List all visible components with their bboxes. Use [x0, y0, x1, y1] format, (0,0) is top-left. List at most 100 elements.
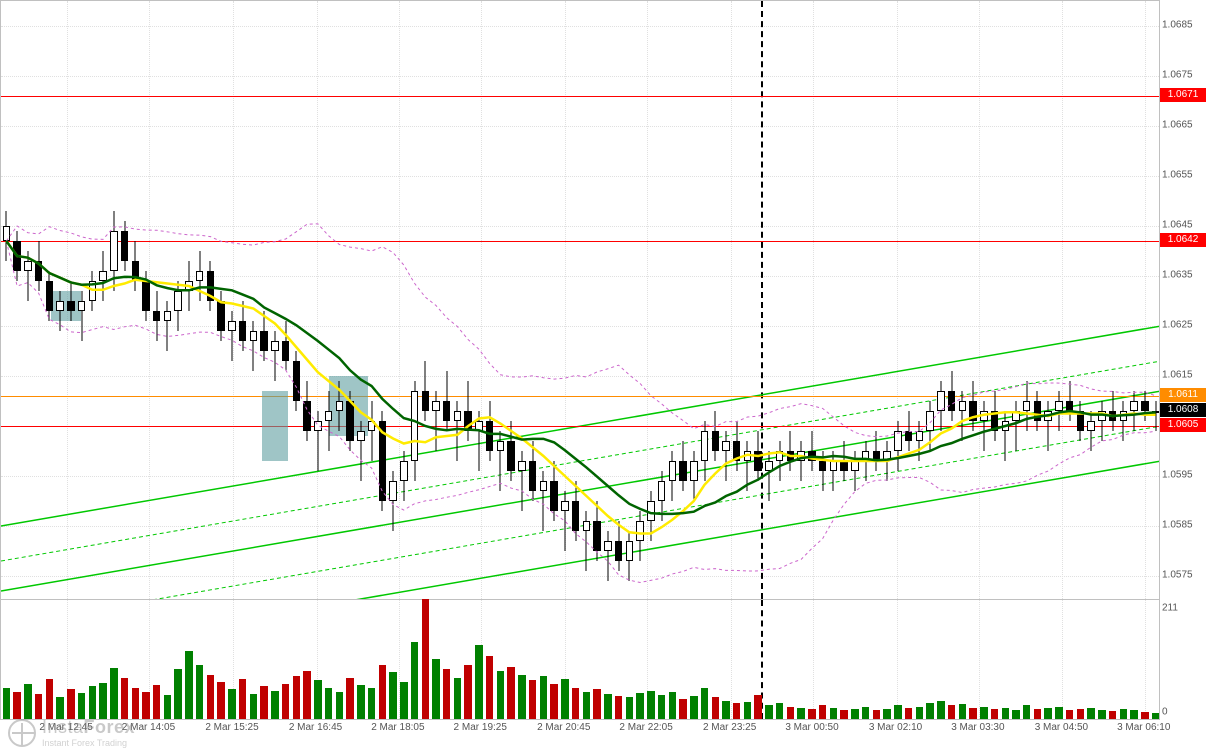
volume-bar	[89, 686, 97, 719]
volume-bar	[615, 696, 623, 719]
marker-zone	[262, 391, 288, 461]
grid-line	[1, 176, 1159, 177]
grid-line	[317, 1, 318, 599]
x-tick-label: 2 Mar 16:45	[289, 722, 342, 733]
volume-bar	[540, 676, 548, 719]
x-tick-label: 3 Mar 00:50	[785, 722, 838, 733]
grid-line	[1, 326, 1159, 327]
volume-bar	[228, 689, 236, 719]
volume-bar	[733, 703, 741, 719]
volume-bar	[776, 703, 784, 719]
volume-bar	[1012, 710, 1020, 719]
price-level-line	[1, 241, 1159, 242]
volume-bar	[959, 704, 967, 719]
volume-bar	[336, 692, 344, 719]
grid-line	[979, 600, 980, 719]
volume-bar	[1130, 710, 1138, 719]
volume-bar	[1141, 712, 1149, 719]
price-level-line	[1, 396, 1159, 397]
volume-bar	[486, 656, 494, 719]
volume-bar	[35, 694, 43, 719]
current-price-label: 1.0608	[1160, 403, 1206, 417]
volume-bar	[1077, 709, 1085, 719]
watermark-tagline: Instant Forex Trading	[42, 738, 135, 748]
volume-bar	[830, 708, 838, 719]
volume-bar	[658, 695, 666, 719]
volume-bar	[604, 694, 612, 719]
grid-line	[1, 576, 1159, 577]
volume-bar	[13, 692, 21, 719]
volume-bar	[937, 701, 945, 719]
volume-bar	[679, 699, 687, 719]
volume-bar	[379, 665, 387, 719]
y-axis-price: 1.05751.05851.05951.06051.06151.06251.06…	[1160, 0, 1208, 600]
chart-container: 2 Mar 12:452 Mar 14:052 Mar 15:252 Mar 1…	[0, 0, 1208, 754]
volume-bar	[636, 693, 644, 719]
volume-bar	[647, 691, 655, 719]
volume-bar	[217, 682, 225, 719]
price-level-line	[1, 96, 1159, 97]
volume-bar	[174, 669, 182, 719]
volume-bar	[744, 702, 752, 719]
y-tick-label: 1.0665	[1162, 120, 1193, 131]
volume-bar	[464, 665, 472, 719]
volume-bar	[819, 705, 827, 719]
volume-bar	[529, 680, 537, 719]
x-tick-label: 2 Mar 22:05	[619, 722, 672, 733]
volume-bar	[164, 695, 172, 719]
volume-bar	[1055, 707, 1063, 720]
grid-line	[731, 600, 732, 719]
volume-bar	[916, 707, 924, 720]
volume-bar	[357, 685, 365, 719]
grid-line	[1062, 600, 1063, 719]
volume-bar	[862, 707, 870, 720]
volume-panel[interactable]	[0, 600, 1160, 720]
x-tick-label: 3 Mar 02:10	[869, 722, 922, 733]
price-panel[interactable]	[0, 0, 1160, 600]
volume-bar	[722, 701, 730, 719]
volume-bar	[271, 691, 279, 719]
volume-bar	[314, 680, 322, 719]
volume-bar	[1034, 709, 1042, 719]
volume-bar	[497, 671, 505, 719]
volume-bar	[840, 710, 848, 719]
volume-bar	[260, 686, 268, 719]
grid-line	[1, 76, 1159, 77]
volume-bar	[1098, 710, 1106, 719]
volume-bar	[422, 599, 430, 719]
volume-bar	[980, 707, 988, 720]
volume-bar	[282, 684, 290, 719]
grid-line	[1, 376, 1159, 377]
y-tick-label: 1.0575	[1162, 570, 1193, 581]
x-tick-label: 2 Mar 18:05	[371, 722, 424, 733]
y-tick-label: 1.0615	[1162, 370, 1193, 381]
volume-bar	[368, 688, 376, 719]
x-tick-label: 2 Mar 20:45	[537, 722, 590, 733]
grid-line	[1, 126, 1159, 127]
volume-bar	[754, 695, 762, 719]
volume-bar	[346, 678, 354, 719]
volume-bar	[303, 671, 311, 719]
volume-bar	[894, 705, 902, 719]
grid-line	[813, 1, 814, 599]
grid-line	[1, 26, 1159, 27]
y-tick-label: 1.0655	[1162, 170, 1193, 181]
x-axis: 2 Mar 12:452 Mar 14:052 Mar 15:252 Mar 1…	[0, 720, 1160, 754]
price-level-label: 1.0611	[1160, 388, 1206, 402]
grid-line	[1, 526, 1159, 527]
watermark-brand: InstaForex	[42, 717, 135, 738]
x-tick-label: 2 Mar 19:25	[454, 722, 507, 733]
volume-bar	[411, 642, 419, 719]
volume-bar	[400, 682, 408, 719]
y-tick-label: 1.0585	[1162, 520, 1193, 531]
grid-line	[481, 1, 482, 599]
volume-bar	[669, 692, 677, 719]
volume-bar	[518, 675, 526, 719]
volume-bar	[3, 688, 11, 719]
volume-tick-label: 211	[1162, 603, 1178, 614]
y-axis-volume: 0211	[1160, 600, 1208, 720]
volume-bar	[797, 708, 805, 719]
price-level-label: 1.0671	[1160, 88, 1206, 102]
volume-bar	[905, 708, 913, 719]
volume-bar	[153, 685, 161, 719]
